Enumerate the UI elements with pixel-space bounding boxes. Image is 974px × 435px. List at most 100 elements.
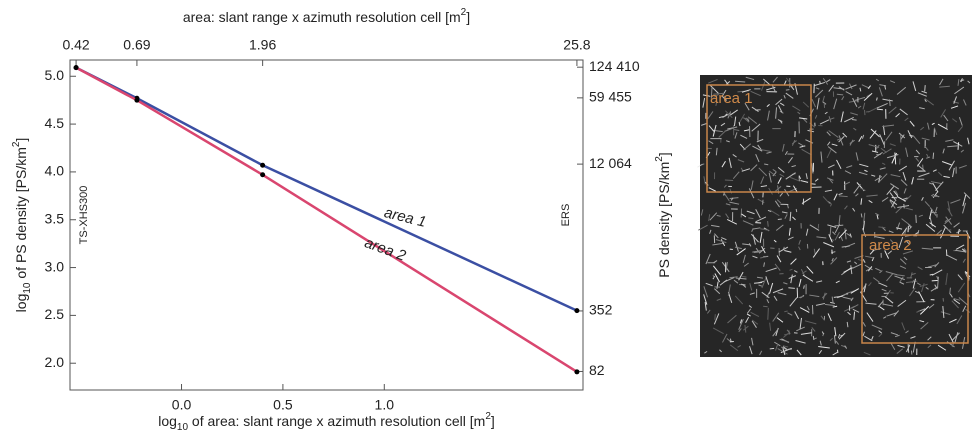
texture	[854, 261, 858, 265]
texture	[725, 213, 730, 219]
y-axis-label-part: 2	[11, 141, 22, 147]
texture	[811, 99, 816, 108]
texture	[831, 257, 834, 262]
texture	[943, 224, 952, 234]
texture	[939, 78, 944, 86]
plot-frame	[69, 59, 584, 391]
texture	[743, 262, 749, 267]
texture	[751, 123, 761, 132]
texture	[876, 214, 879, 220]
texture	[904, 117, 909, 122]
texture	[761, 277, 767, 289]
texture	[748, 217, 754, 220]
texture	[944, 219, 948, 223]
y-axis-label-part: ]	[13, 138, 29, 142]
texture	[702, 97, 706, 108]
texture	[708, 140, 714, 145]
texture	[703, 286, 709, 298]
texture	[787, 236, 794, 241]
texture	[754, 281, 763, 284]
texture	[875, 212, 880, 216]
texture	[792, 216, 796, 221]
texture	[741, 275, 747, 278]
texture	[960, 149, 964, 153]
texture	[777, 218, 782, 221]
texture	[728, 109, 738, 117]
y2-axis-label-part: PS density [PS/km	[656, 162, 672, 278]
x-axis-label-part: log	[158, 413, 177, 429]
texture	[734, 241, 739, 252]
texture	[957, 274, 963, 281]
texture	[890, 174, 901, 178]
texture	[878, 226, 886, 229]
texture	[794, 311, 800, 320]
texture	[842, 296, 853, 300]
texture	[773, 239, 777, 243]
texture	[918, 172, 930, 178]
texture	[742, 220, 754, 226]
texture	[755, 209, 761, 219]
texture	[815, 302, 825, 306]
texture	[876, 102, 888, 109]
texture	[844, 228, 847, 240]
texture	[758, 167, 768, 177]
texture	[879, 270, 883, 274]
texture	[945, 254, 958, 261]
texture	[746, 210, 755, 215]
texture	[787, 204, 789, 209]
texture	[896, 348, 904, 354]
texture	[873, 151, 883, 159]
texture	[919, 305, 930, 315]
texture	[722, 333, 728, 343]
texture	[912, 278, 916, 289]
texture	[790, 274, 793, 284]
texture	[860, 198, 863, 205]
texture	[942, 148, 945, 154]
texture	[930, 181, 942, 184]
texture	[715, 100, 718, 107]
texture	[851, 304, 859, 309]
texture	[860, 187, 866, 192]
texture	[890, 201, 896, 208]
texture	[897, 299, 907, 307]
texture	[712, 242, 723, 246]
texture	[824, 189, 833, 192]
texture	[921, 90, 928, 94]
image-texture	[697, 76, 971, 356]
texture	[723, 184, 727, 188]
texture	[875, 267, 881, 272]
texture	[846, 232, 852, 238]
texture	[963, 192, 971, 199]
texture	[877, 301, 884, 308]
texture	[724, 79, 729, 85]
texture	[738, 318, 744, 330]
texture	[894, 275, 905, 281]
texture	[783, 95, 786, 99]
texture	[947, 201, 951, 212]
texture	[833, 98, 838, 110]
texture	[738, 271, 744, 281]
texture	[901, 218, 912, 227]
texture	[871, 174, 876, 177]
area-box	[706, 84, 812, 193]
texture	[758, 247, 766, 254]
texture	[844, 345, 848, 349]
texture	[750, 180, 754, 190]
texture	[736, 248, 746, 256]
texture	[899, 281, 905, 285]
texture	[862, 102, 866, 110]
texture	[840, 111, 844, 123]
y2-axis-label: PS density [PS/km2]	[654, 152, 672, 277]
texture	[757, 144, 763, 151]
texture	[819, 340, 822, 346]
x-axis-label-part: of area: slant range x azimuth resolutio…	[188, 413, 485, 429]
texture	[889, 80, 896, 84]
texture	[828, 234, 833, 243]
texture	[723, 95, 728, 100]
texture	[749, 292, 755, 295]
x-axis-label: log10 of area: slant range x azimuth res…	[158, 411, 495, 433]
texture	[940, 109, 947, 118]
texture	[776, 317, 784, 323]
texture	[911, 279, 915, 284]
texture	[728, 157, 732, 168]
